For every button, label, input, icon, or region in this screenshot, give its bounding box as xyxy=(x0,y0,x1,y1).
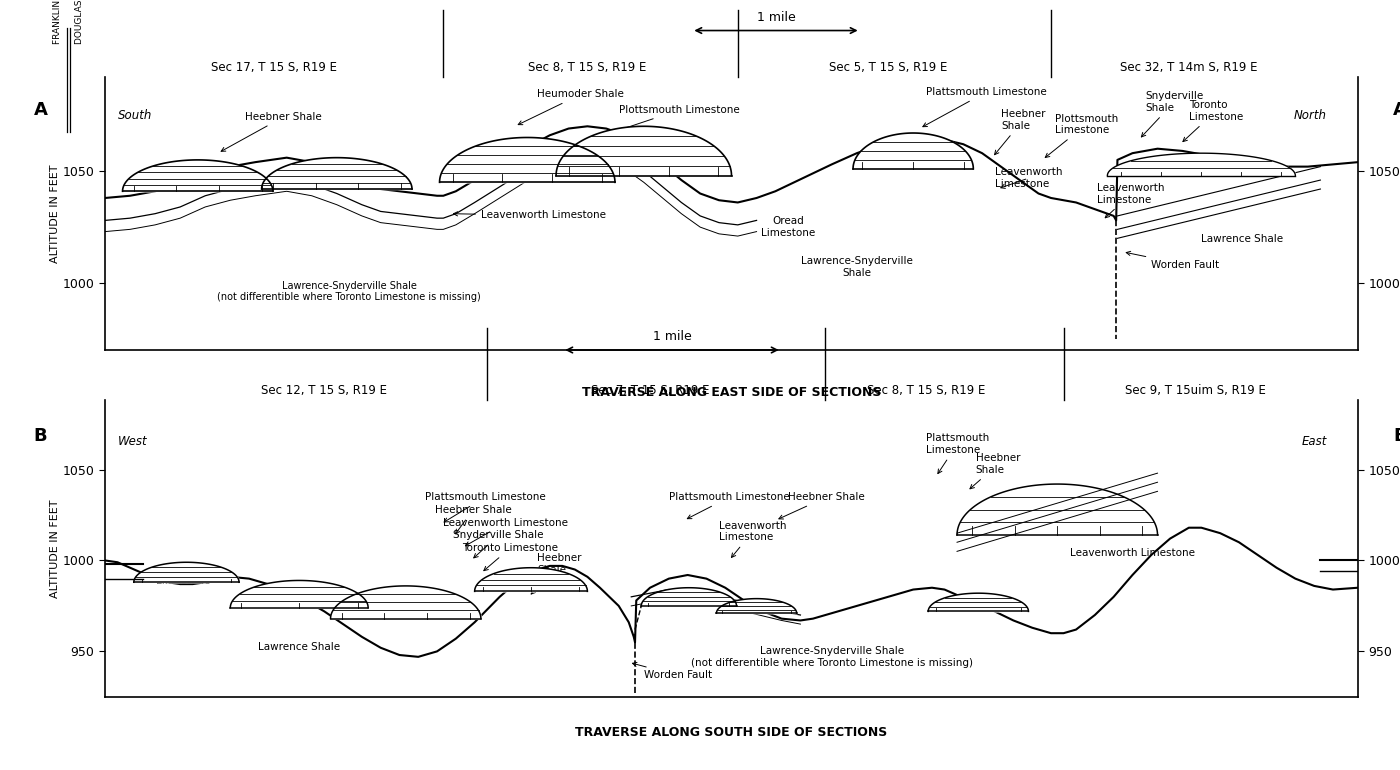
Text: Plottsmouth
Limestone: Plottsmouth Limestone xyxy=(1046,114,1119,158)
Text: Heebner
Shale: Heebner Shale xyxy=(531,554,582,594)
Y-axis label: ALTITUDE IN FEET: ALTITUDE IN FEET xyxy=(50,500,60,598)
Text: Leavenworth Limestone: Leavenworth Limestone xyxy=(444,517,568,546)
Text: Sec 8, T 15 S, R19 E: Sec 8, T 15 S, R19 E xyxy=(528,62,647,74)
Text: TRAVERSE ALONG SOUTH SIDE OF SECTIONS: TRAVERSE ALONG SOUTH SIDE OF SECTIONS xyxy=(575,727,888,739)
Text: South: South xyxy=(118,109,153,122)
Text: Sec 32, T 14m S, R19 E: Sec 32, T 14m S, R19 E xyxy=(1120,62,1257,74)
Text: Lawrence-Snyderville Shale
(not differentible where Toronto Limestone is missing: Lawrence-Snyderville Shale (not differen… xyxy=(690,646,973,668)
Text: Heebner Shale: Heebner Shale xyxy=(434,505,511,534)
Text: Lawrence Shale: Lawrence Shale xyxy=(258,642,340,652)
Text: Heumoder Shale: Heumoder Shale xyxy=(518,89,624,125)
Text: 1 mile: 1 mile xyxy=(756,11,795,24)
Text: Sec 12, T 15 S, R19 E: Sec 12, T 15 S, R19 E xyxy=(262,384,388,397)
Text: Heebner Shale: Heebner Shale xyxy=(221,112,322,152)
Text: Heebner
Shale: Heebner Shale xyxy=(970,454,1021,489)
Text: Leavenworth
Limestone: Leavenworth Limestone xyxy=(720,521,787,557)
Text: Toronto
Limestone: Toronto Limestone xyxy=(1183,100,1243,142)
Text: Snyderville Shale: Snyderville Shale xyxy=(454,531,543,557)
Text: Heebner
Shale: Heebner Shale xyxy=(994,109,1046,155)
Text: Plattsmouth Limestone: Plattsmouth Limestone xyxy=(923,87,1046,127)
Text: Leavenworth Limestone: Leavenworth Limestone xyxy=(454,210,606,220)
Text: West: West xyxy=(118,435,147,448)
Text: Worden Fault: Worden Fault xyxy=(1126,251,1219,270)
Text: A: A xyxy=(34,101,48,119)
Text: Plattsmouth Limestone: Plattsmouth Limestone xyxy=(669,492,790,519)
Text: Sec 17, T 15 S, R19 E: Sec 17, T 15 S, R19 E xyxy=(211,62,337,74)
Text: Lawrence Shale: Lawrence Shale xyxy=(1201,234,1284,244)
Text: FRANKLIN CO.: FRANKLIN CO. xyxy=(53,0,62,44)
Text: Worden Fault: Worden Fault xyxy=(633,662,713,681)
Text: B: B xyxy=(34,427,48,445)
Text: Sec 8, T 15 S, R19 E: Sec 8, T 15 S, R19 E xyxy=(867,384,986,397)
Text: Leavenworth Limestone: Leavenworth Limestone xyxy=(1070,547,1196,557)
Text: DOUGLAS CO.: DOUGLAS CO. xyxy=(76,0,84,44)
Text: Leavenworth
Limestone: Leavenworth Limestone xyxy=(1098,183,1165,218)
Text: Sec 9, T 15uim S, R19 E: Sec 9, T 15uim S, R19 E xyxy=(1124,384,1266,397)
Text: Lawrence-Snyderville
Shale: Lawrence-Snyderville Shale xyxy=(801,256,913,278)
Text: North: North xyxy=(1294,109,1327,122)
Text: Snyderville
Shale: Snyderville Shale xyxy=(1141,92,1203,137)
Text: Heebner Shale: Heebner Shale xyxy=(778,492,865,519)
Y-axis label: ALTITUDE IN FEET: ALTITUDE IN FEET xyxy=(50,165,60,263)
Text: B': B' xyxy=(1393,427,1400,445)
Text: Lawrence-Snyderville Shale
(not differentible where Toronto Limestone is missing: Lawrence-Snyderville Shale (not differen… xyxy=(217,281,482,303)
Text: Plattsmouth
Limestone: Plattsmouth Limestone xyxy=(925,434,988,474)
Text: East: East xyxy=(1302,435,1327,448)
Text: Sec 5, T 15 S, R19 E: Sec 5, T 15 S, R19 E xyxy=(829,62,948,74)
Text: Toronto Limestone: Toronto Limestone xyxy=(462,543,559,571)
Text: Plottsmouth Limestone: Plottsmouth Limestone xyxy=(588,105,739,142)
Text: Leavenworth
Limestone: Leavenworth Limestone xyxy=(994,167,1063,189)
Text: 1 mile: 1 mile xyxy=(652,330,692,343)
Text: Oread
Limestone: Oread Limestone xyxy=(155,564,210,586)
Text: Plattsmouth Limestone: Plattsmouth Limestone xyxy=(424,492,545,522)
Text: A': A' xyxy=(1393,101,1400,119)
Text: Oread
Limestone: Oread Limestone xyxy=(760,216,815,237)
Text: TRAVERSE ALONG EAST SIDE OF SECTIONS: TRAVERSE ALONG EAST SIDE OF SECTIONS xyxy=(582,386,881,399)
Text: Sec 7, T 15 S, R19 E: Sec 7, T 15 S, R19 E xyxy=(591,384,710,397)
